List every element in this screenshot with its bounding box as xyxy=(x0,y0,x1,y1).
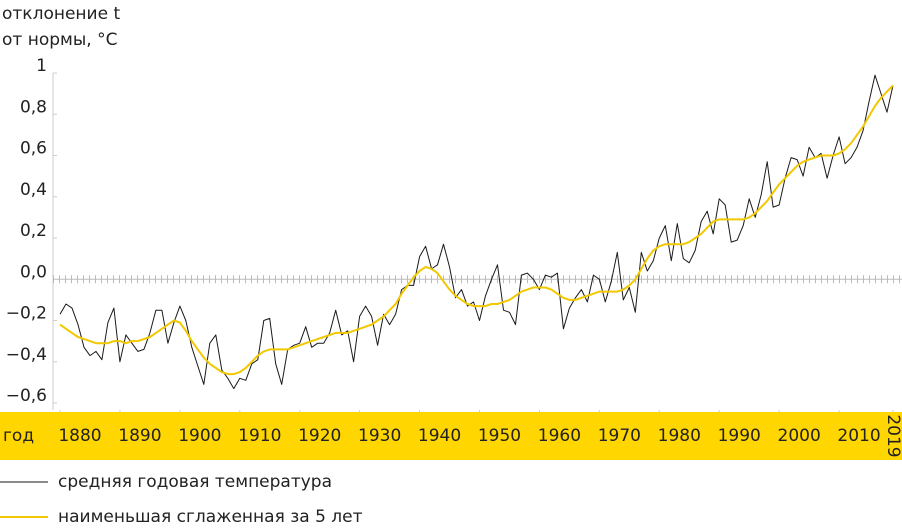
x-tick-label: 2019 xyxy=(883,414,902,457)
x-axis-label: год xyxy=(3,426,34,446)
x-tick-label: 1900 xyxy=(178,426,221,446)
y-tick-label: −0,2 xyxy=(6,304,47,324)
x-tick-label: 1960 xyxy=(538,426,581,446)
y-axis-label: от нормы, °C xyxy=(2,30,117,50)
series-line xyxy=(59,84,894,376)
x-tick-label: 1990 xyxy=(718,426,761,446)
x-axis-band xyxy=(0,412,902,460)
y-axis-label: отклонение t xyxy=(2,4,120,24)
y-tick-label: 1 xyxy=(36,56,47,76)
x-tick-label: 2000 xyxy=(778,426,821,446)
y-tick-label: −0,4 xyxy=(6,345,47,365)
y-tick-label: 0,8 xyxy=(20,97,47,117)
x-tick-label: 1930 xyxy=(358,426,401,446)
x-tick-label: 1890 xyxy=(118,426,161,446)
y-tick-label: 0,0 xyxy=(20,262,47,282)
legend-label: наименьшая сглаженная за 5 лет xyxy=(58,507,363,527)
x-tick-label: 2010 xyxy=(837,426,880,446)
x-tick-label: 1970 xyxy=(598,426,641,446)
legend-label: средняя годовая температура xyxy=(58,472,332,492)
x-tick-label: 1920 xyxy=(298,426,341,446)
y-tick-label: 0,6 xyxy=(20,139,47,159)
y-tick-label: 0,4 xyxy=(20,180,47,200)
x-tick-label: 1950 xyxy=(478,426,521,446)
x-tick-label: 1940 xyxy=(418,426,461,446)
y-tick-label: −0,6 xyxy=(6,386,47,406)
series-line xyxy=(59,74,894,390)
y-tick-label: 0,2 xyxy=(20,221,47,241)
x-tick-label: 1880 xyxy=(58,426,101,446)
x-tick-label: 1910 xyxy=(238,426,281,446)
x-tick-label: 1980 xyxy=(658,426,701,446)
